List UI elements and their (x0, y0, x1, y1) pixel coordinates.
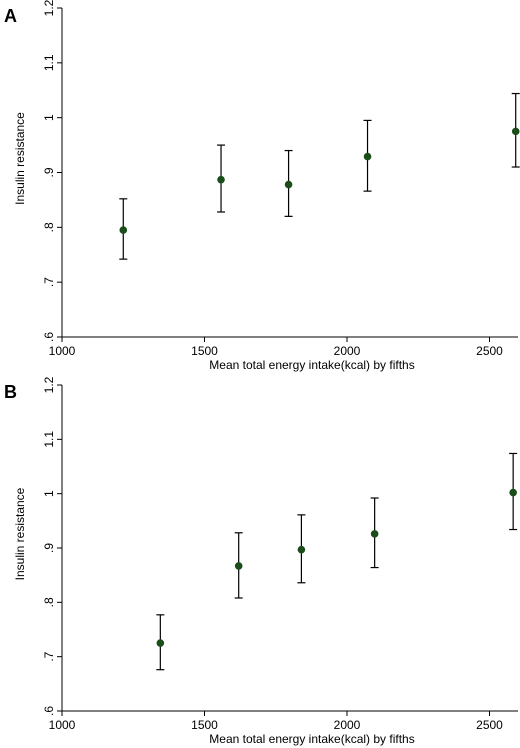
y-tick-label: .8 (42, 222, 56, 232)
y-tick-label: 1.1 (42, 54, 56, 71)
data-point (217, 175, 225, 184)
data-point (284, 180, 293, 189)
x-tick-label: 1500 (191, 344, 218, 358)
y-tick-label: 1 (42, 114, 56, 121)
x-tick-label: 2500 (476, 718, 503, 732)
data-point (156, 639, 165, 647)
panel-a: A .6 .7 .8 .9 1 1.1 1.2 1000 1500 2000 2500 Mean tot… (4, 0, 520, 372)
data-point (363, 152, 372, 161)
x-tick-label: 2500 (476, 344, 503, 358)
data-point (297, 545, 306, 554)
y-axis-title: Insulin resistance (13, 487, 27, 580)
y-tick-label: .8 (42, 597, 56, 607)
y-tick-label: .9 (42, 543, 56, 553)
x-tick-label: 2000 (334, 718, 361, 732)
data-point (370, 530, 379, 538)
panel-b: B .6 .7 .8 .9 1 1.1 1.2 1000 1500 2000 2500 Mean tot… (4, 376, 518, 746)
data-point (234, 562, 243, 570)
y-tick-label: 1.2 (42, 376, 56, 393)
y-tick-label: .6 (42, 332, 56, 342)
x-tick-label: 1500 (191, 718, 218, 732)
y-tick-label: 1.1 (42, 431, 56, 448)
y-tick-label: .6 (42, 706, 56, 716)
y-tick-label: 1 (42, 490, 56, 497)
x-axis-title: Mean total energy intake(kcal) by fifths (209, 358, 414, 372)
panel-label: A (4, 6, 17, 26)
data-point (119, 226, 128, 234)
panel-label: B (4, 382, 17, 402)
data-point (511, 127, 520, 136)
x-tick-label: 1000 (49, 718, 76, 732)
y-tick-label: .7 (42, 651, 56, 661)
y-axis-title: Insulin resistance (13, 112, 27, 205)
y-tick-label: 1.2 (42, 0, 56, 16)
x-tick-label: 1000 (49, 344, 76, 358)
y-tick-label: .9 (42, 167, 56, 177)
y-tick-label: .7 (42, 277, 56, 287)
data-point (509, 488, 517, 497)
x-axis-title: Mean total energy intake(kcal) by fifths (209, 732, 414, 746)
x-tick-label: 2000 (334, 344, 361, 358)
